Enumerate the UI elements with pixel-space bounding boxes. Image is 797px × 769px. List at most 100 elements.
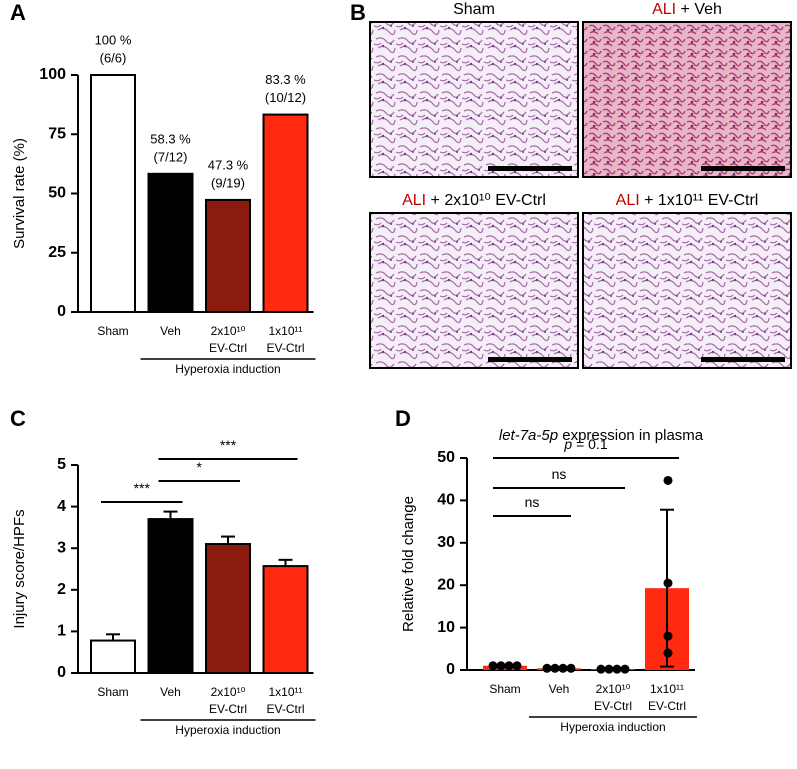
- bar: [147, 518, 194, 675]
- image-label: ALI + 1x10¹¹ EV-Ctrl: [616, 192, 759, 209]
- error-bar: [106, 633, 120, 641]
- x-tick-label: Veh: [160, 685, 181, 699]
- y-tick-label: 40: [437, 492, 455, 509]
- comparison-label-part: = 0.1: [572, 436, 608, 452]
- comparison-label: ***: [220, 437, 237, 453]
- x-tick-label: 2x10¹⁰: [211, 324, 246, 338]
- chart-title-part: let-7a-5p: [499, 427, 558, 444]
- comparison-label-part: *: [197, 459, 203, 475]
- image-label-part: Sham: [453, 1, 495, 18]
- chart-title-part: expression in plasma: [558, 427, 704, 444]
- bar: [205, 543, 251, 674]
- panel-letter: C: [10, 406, 26, 431]
- image-label-part: + 1x10¹¹ EV-Ctrl: [640, 192, 759, 209]
- data-point: [663, 578, 673, 588]
- y-tick-label: 5: [57, 456, 66, 473]
- panel-letter: B: [350, 0, 366, 25]
- group-label: Hyperoxia induction: [175, 723, 280, 737]
- y-tick-label: 20: [437, 576, 455, 593]
- x-tick-label: EV-Ctrl: [209, 702, 247, 716]
- data-point: [488, 661, 498, 671]
- count-label: (6/6): [100, 50, 127, 65]
- y-tick-label: 2: [57, 581, 66, 598]
- panel-letter: D: [395, 406, 411, 431]
- data-point: [620, 664, 630, 674]
- y-tick-label: 30: [437, 534, 455, 551]
- y-tick-label: 50: [437, 449, 455, 466]
- micrograph: [369, 21, 579, 178]
- data-point: [542, 663, 552, 673]
- value-label: 58.3 %: [150, 131, 191, 146]
- micrograph: [369, 212, 579, 369]
- data-point: [566, 663, 576, 673]
- x-tick-label: EV-Ctrl: [266, 702, 304, 716]
- count-label: (9/19): [211, 175, 245, 190]
- image-label-part: ALI: [616, 192, 640, 209]
- chart-title: let-7a-5p expression in plasma: [499, 427, 704, 444]
- comparison-label: ns: [525, 494, 540, 510]
- data-point: [663, 475, 673, 485]
- comparison-label-part: p: [563, 436, 572, 452]
- y-axis-label: Injury score/HPFs: [11, 509, 28, 628]
- comparison-label-part: ns: [552, 466, 567, 482]
- scale-bar: [488, 357, 572, 362]
- y-tick-label: 25: [48, 244, 66, 261]
- panel-letter: A: [10, 0, 26, 25]
- x-tick-label: Sham: [97, 685, 128, 699]
- data-point: [504, 661, 514, 671]
- x-tick-label: Sham: [489, 682, 520, 696]
- bar: [262, 113, 309, 314]
- group-label: Hyperoxia induction: [175, 362, 280, 376]
- scale-bar: [701, 357, 785, 362]
- y-tick-label: 0: [57, 664, 66, 681]
- bar: [205, 198, 251, 313]
- data-point: [550, 663, 560, 673]
- bar: [90, 639, 136, 674]
- comparison-label-part: ***: [220, 437, 237, 453]
- image-label-part: + Veh: [676, 1, 722, 18]
- value-label: 47.3 %: [208, 157, 249, 172]
- image-label-part: + 2x10¹⁰ EV-Ctrl: [426, 192, 546, 209]
- x-tick-label: 1x10¹¹: [268, 685, 302, 699]
- x-tick-label: EV-Ctrl: [648, 699, 686, 713]
- y-tick-label: 0: [57, 303, 66, 320]
- y-tick-label: 1: [57, 623, 66, 640]
- y-axis-label: Relative fold change: [400, 496, 417, 632]
- y-axis-label: Survival rate (%): [11, 138, 28, 249]
- bar: [147, 172, 194, 313]
- x-tick-label: 1x10¹¹: [650, 682, 684, 696]
- x-tick-label: EV-Ctrl: [209, 341, 247, 355]
- x-tick-label: 2x10¹⁰: [596, 682, 631, 696]
- value-label: 100 %: [95, 32, 132, 47]
- comparison-label-part: ***: [134, 480, 151, 496]
- count-label: (10/12): [265, 90, 306, 105]
- data-point: [604, 664, 614, 674]
- y-tick-label: 4: [57, 498, 66, 515]
- error-bar: [221, 535, 235, 545]
- image-label: ALI + Veh: [652, 1, 722, 18]
- y-tick-label: 10: [437, 619, 455, 636]
- comparison-label: ns: [552, 466, 567, 482]
- group-label: Hyperoxia induction: [560, 720, 665, 734]
- data-point: [612, 664, 622, 674]
- data-point: [663, 648, 673, 658]
- micrograph: [582, 212, 792, 369]
- bar: [90, 74, 136, 313]
- x-tick-label: Veh: [160, 324, 181, 338]
- comparison-label: *: [197, 459, 203, 475]
- data-point: [663, 631, 673, 641]
- y-tick-label: 50: [48, 185, 66, 202]
- error-bar: [278, 558, 293, 567]
- scale-bar: [701, 166, 785, 171]
- bar: [262, 565, 309, 675]
- y-tick-label: 75: [48, 125, 66, 142]
- x-tick-label: EV-Ctrl: [594, 699, 632, 713]
- y-tick-label: 0: [446, 661, 455, 678]
- y-tick-label: 100: [39, 66, 66, 83]
- x-tick-label: 1x10¹¹: [268, 324, 302, 338]
- x-tick-label: Sham: [97, 324, 128, 338]
- image-label-part: ALI: [652, 1, 676, 18]
- data-point: [512, 661, 522, 671]
- comparison-label: p = 0.1: [563, 436, 607, 452]
